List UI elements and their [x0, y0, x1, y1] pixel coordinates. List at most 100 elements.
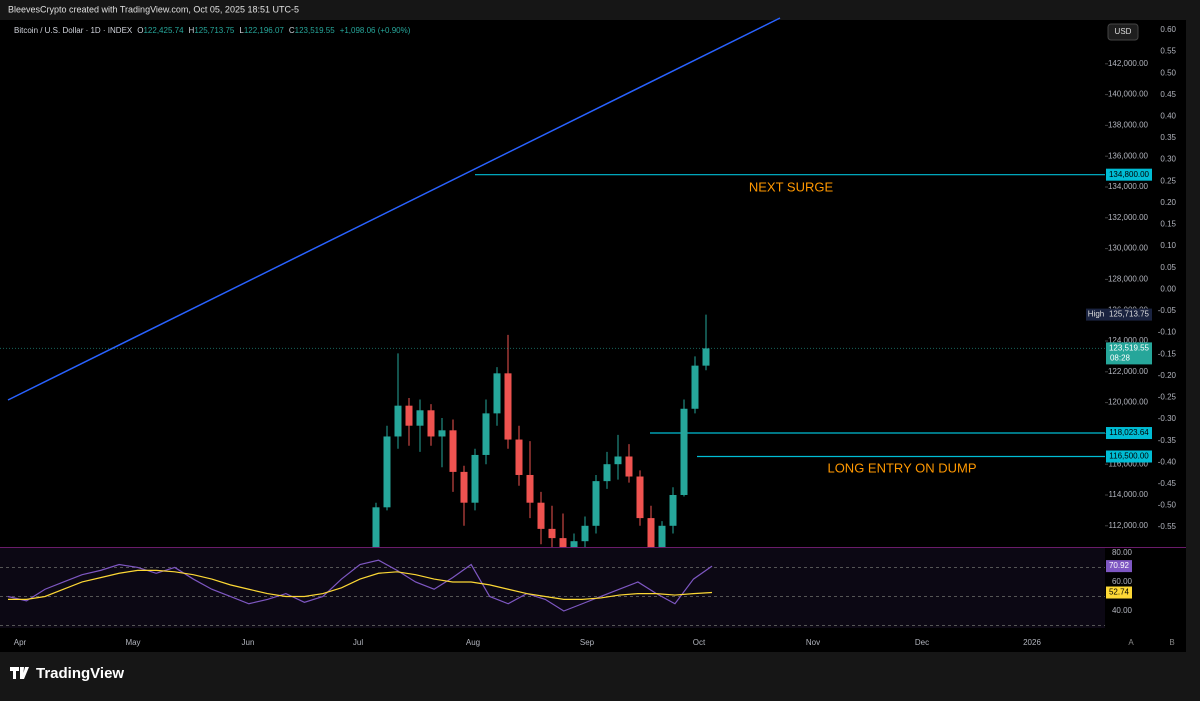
- y2-tick-label: 0.30: [1160, 155, 1176, 164]
- x-tick-label: Aug: [466, 638, 480, 647]
- trend-line: [7, 17, 781, 401]
- y2-tick-label: 0.40: [1160, 112, 1176, 121]
- legend-value: C: [289, 26, 295, 35]
- y2-tick-label: 0.15: [1160, 220, 1176, 229]
- legend: Bitcoin / U.S. Dollar · 1D · INDEX O122,4…: [14, 26, 411, 35]
- candle-body: [702, 348, 710, 366]
- legend-value: O: [137, 26, 143, 35]
- y2-tick-label: 0.45: [1160, 90, 1176, 99]
- candle-body: [592, 481, 600, 526]
- level-badge: [1106, 427, 1152, 440]
- legend-value: +1,098.06 (+0.90%): [340, 26, 411, 35]
- y2-tick-label: -0.40: [1158, 457, 1177, 466]
- currency[interactable]: USD: [1115, 27, 1132, 36]
- y2-tick-label: 0.25: [1160, 176, 1176, 185]
- level-label: 116,500.00: [1109, 452, 1149, 461]
- y2-tick-label: 0.10: [1160, 241, 1176, 250]
- candle-body: [614, 456, 622, 465]
- legend-value: 123,519.55: [295, 26, 336, 35]
- level-badge: [1106, 168, 1152, 181]
- rsi-last-label: 52.74: [1109, 588, 1130, 597]
- candle-body: [383, 436, 391, 508]
- y2-tick-label: 0.35: [1160, 133, 1176, 142]
- annotation: LONG ENTRY ON DUMP: [827, 460, 976, 475]
- y-tick-label: 138,000.00: [1108, 121, 1149, 130]
- y2-tick-label: -0.10: [1158, 328, 1177, 337]
- y2-tick-label: 0.50: [1160, 68, 1176, 77]
- y2-tick-label: -0.20: [1158, 371, 1177, 380]
- y2-tick-label: 0.55: [1160, 47, 1176, 56]
- candle-body: [438, 430, 446, 437]
- last-badge: [1106, 342, 1152, 365]
- candle-body: [394, 405, 402, 437]
- y2-tick-label: -0.55: [1158, 522, 1177, 531]
- x-tick-label: May: [125, 638, 140, 647]
- high-tag: High: [1088, 310, 1104, 319]
- level-label: 134,800.00: [1109, 170, 1150, 179]
- candle-body: [515, 439, 523, 475]
- legend-value: H: [189, 26, 195, 35]
- candles: [372, 314, 710, 547]
- rsi-badge: [1106, 560, 1132, 573]
- y-tick-label: 132,000.00: [1108, 213, 1149, 222]
- y-tick-label: 128,000.00: [1108, 275, 1149, 284]
- y2-tick-label: -0.05: [1158, 306, 1177, 315]
- y2-tick-label: -0.30: [1158, 414, 1177, 423]
- button[interactable]: A: [1128, 638, 1134, 647]
- candle-body: [603, 464, 611, 482]
- candle-body: [625, 456, 633, 477]
- candle-body: [416, 410, 424, 426]
- x-tick-label: Apr: [14, 638, 27, 647]
- x-tick-label: Dec: [915, 638, 929, 647]
- candle-body: [372, 507, 380, 547]
- candle-body: [680, 408, 688, 495]
- x-tick-label: 2026: [1023, 638, 1041, 647]
- candle-body: [405, 405, 413, 426]
- candle-body: [471, 454, 479, 503]
- y2-tick-label: 0.00: [1160, 284, 1176, 293]
- candle-body: [526, 474, 534, 503]
- candle-body: [504, 373, 512, 440]
- y2-tick-label: -0.45: [1158, 479, 1177, 488]
- level-badge: [1106, 450, 1152, 463]
- y-tick-label: 122,000.00: [1108, 367, 1149, 376]
- y2-tick-label: -0.50: [1158, 501, 1177, 510]
- high-label: 125,713.75: [1109, 310, 1150, 319]
- x-tick-label: Oct: [693, 638, 706, 647]
- candle-body: [669, 494, 677, 526]
- y2-tick-label: 0.20: [1160, 198, 1176, 207]
- candle-body: [482, 413, 490, 455]
- y-tick-label: 124,000.00: [1108, 336, 1149, 345]
- y2-tick-label: 0.60: [1160, 25, 1176, 34]
- y-tick-label: 120,000.00: [1108, 398, 1149, 407]
- rsi-tick-label: 40.00: [1112, 606, 1133, 615]
- button[interactable]: B: [1169, 638, 1174, 647]
- high-badge: [1086, 308, 1152, 321]
- rsi-panel: [0, 548, 1105, 628]
- candle-body: [647, 518, 655, 547]
- legend-value: L: [239, 26, 244, 35]
- y-tick-label: 140,000.00: [1108, 90, 1149, 99]
- legend-value: 125,713.75: [194, 26, 235, 35]
- candle-body: [548, 528, 556, 539]
- y2-tick-label: -0.35: [1158, 436, 1177, 445]
- candle-body: [658, 525, 666, 547]
- legend-value: 122,196.07: [244, 26, 285, 35]
- rsi-last-label: 70.92: [1109, 561, 1130, 570]
- last-label: 123,519.55: [1109, 344, 1150, 353]
- candle-body: [449, 430, 457, 472]
- y-tick-label: 130,000.00: [1108, 244, 1149, 253]
- chart-area: [0, 20, 1186, 652]
- currency-button[interactable]: [1107, 23, 1139, 41]
- y-tick-label: 136,000.00: [1108, 151, 1149, 160]
- candle-body: [559, 538, 567, 547]
- candle-body: [537, 502, 545, 529]
- annotation: NEXT SURGE: [749, 179, 834, 194]
- x-tick-label: Jun: [242, 638, 255, 647]
- line-series: [8, 569, 713, 600]
- y-tick-label: 116,000.00: [1109, 459, 1149, 468]
- y-tick-label: 142,000.00: [1108, 59, 1149, 68]
- y2-tick-label: 0.05: [1160, 263, 1176, 272]
- legend-title: Bitcoin / U.S. Dollar · 1D · INDEX: [14, 26, 133, 35]
